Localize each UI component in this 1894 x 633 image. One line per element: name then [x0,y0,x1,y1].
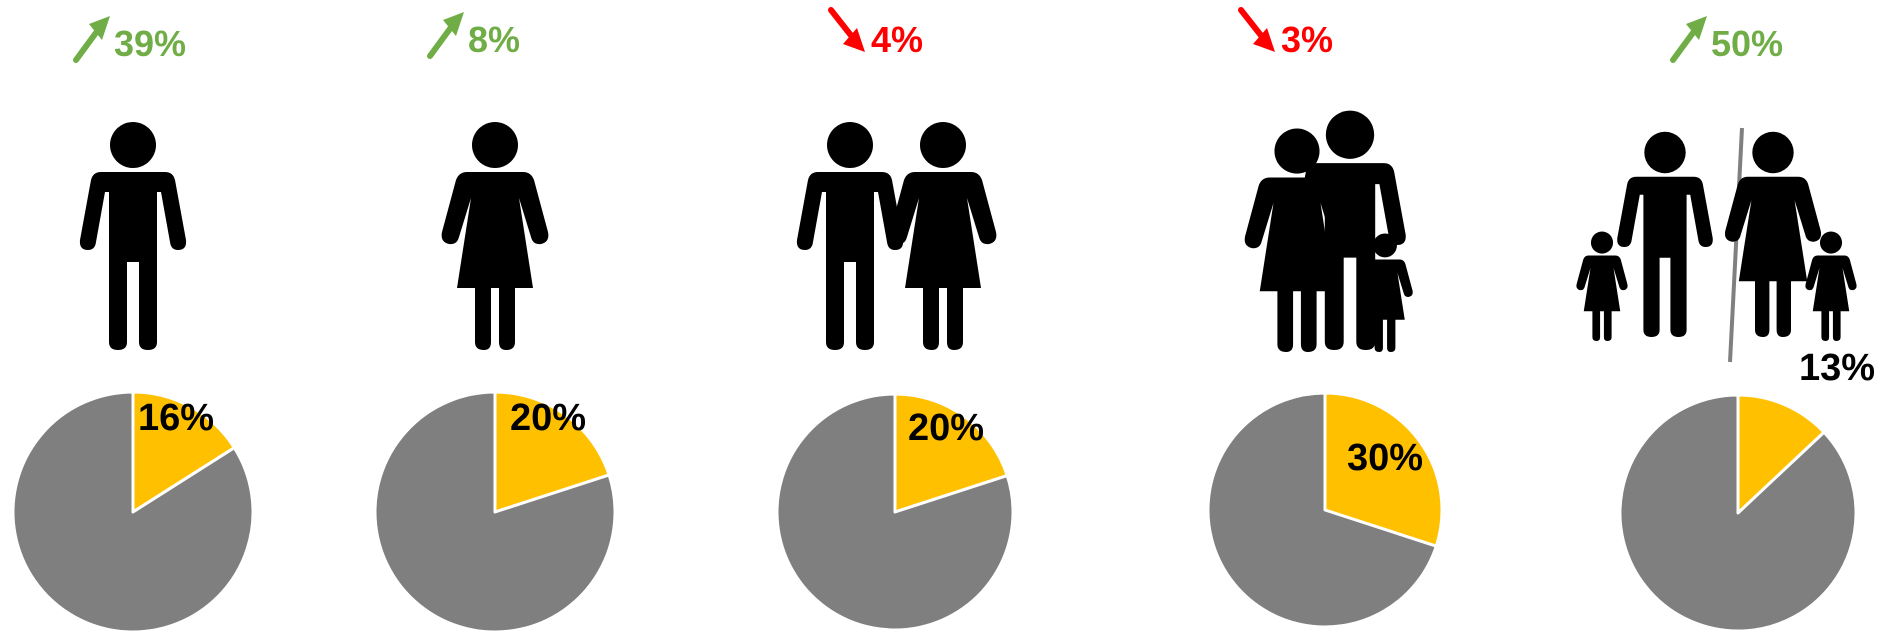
pie-slice-highlight [131,390,236,514]
change-label: 39% [114,23,186,64]
charts-group: 39% 16% 8% 20% 4% 20% 3% 30% 50% 13% [11,7,1875,633]
woman-figure [441,122,549,350]
chart-family: 3% 30% [1206,7,1444,629]
pie-slice-highlight [1736,393,1826,515]
single-man-icon [79,122,187,350]
chart-single-parents: 50% 13% [1576,16,1875,633]
divider-line [1728,127,1744,363]
pie-slice-remainder [11,390,255,633]
pie-slice-highlight [893,392,1009,514]
woman-figure [889,122,997,350]
slice-data-label: 20% [908,407,984,449]
single-parents-icon [1576,127,1857,363]
change-label: 4% [871,19,923,60]
man-figure [79,122,187,350]
change-label: 50% [1711,23,1783,64]
single-woman-icon [441,122,549,350]
arrow-up-icon [427,12,464,59]
arrow-up-icon [1670,16,1707,63]
child-figure [1576,231,1628,341]
chart-single-woman: 8% 20% [373,12,617,633]
pie-slice-remainder [1206,391,1438,629]
arrow-up-icon [73,16,110,63]
change-label: 3% [1281,19,1333,60]
pie-slice-highlight [1323,391,1444,548]
slice-data-label: 20% [510,397,586,439]
slice-data-label: 16% [138,397,214,439]
arrow-down-icon [1238,7,1275,52]
family-icon [1244,110,1413,352]
pie-slice-remainder [373,390,617,633]
couple-icon [796,122,997,350]
pie-slice-remainder [775,392,1015,632]
arrow-down-icon [828,7,865,52]
change-label: 8% [468,19,520,60]
pie-slice-remainder [1618,393,1858,633]
chart-single-man: 39% 16% [11,16,255,633]
chart-couple: 4% 20% [775,7,1015,632]
father-figure [1617,131,1713,337]
man-figure [796,122,904,350]
pie-slice-highlight [493,390,611,514]
slice-data-label: 30% [1347,437,1423,479]
child-figure [1805,231,1857,341]
slice-data-label: 13% [1799,347,1875,389]
